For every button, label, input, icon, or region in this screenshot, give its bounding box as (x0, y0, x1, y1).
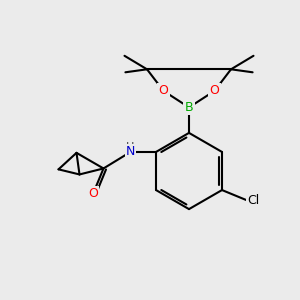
Text: Cl: Cl (247, 194, 259, 207)
Text: N: N (126, 146, 135, 158)
Text: O: O (88, 188, 98, 200)
Text: B: B (185, 101, 193, 114)
Text: H: H (126, 142, 135, 152)
Text: O: O (159, 84, 168, 98)
Text: O: O (210, 84, 219, 98)
